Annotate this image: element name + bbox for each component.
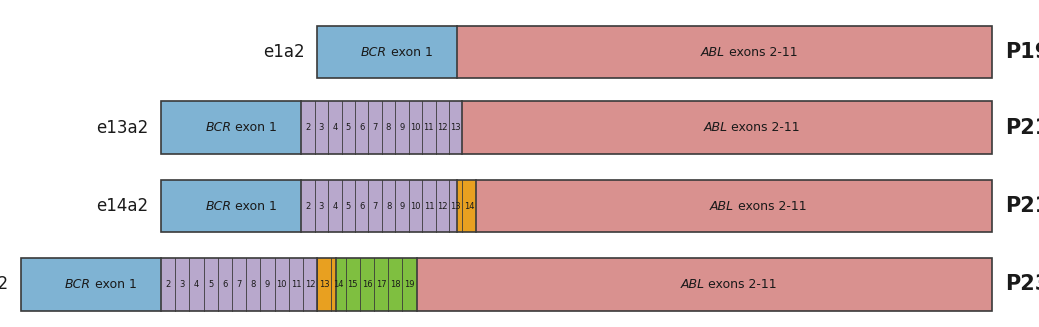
Bar <box>161 180 992 232</box>
Bar <box>457 26 992 78</box>
Bar <box>476 180 992 232</box>
Text: exons 2-11: exons 2-11 <box>704 278 777 291</box>
Text: 8: 8 <box>250 280 256 289</box>
Text: 2: 2 <box>305 201 311 211</box>
Text: exons 2-11: exons 2-11 <box>725 46 797 59</box>
Text: 12: 12 <box>437 123 448 132</box>
Bar <box>21 258 161 311</box>
Text: 12: 12 <box>437 201 448 211</box>
Text: e13a2: e13a2 <box>97 118 149 137</box>
Text: 10: 10 <box>276 280 287 289</box>
Text: 5: 5 <box>346 201 351 211</box>
Bar <box>457 180 476 232</box>
Text: exon 1: exon 1 <box>387 46 433 59</box>
Text: 11: 11 <box>291 280 301 289</box>
Text: exon 1: exon 1 <box>232 199 277 213</box>
Text: BCR: BCR <box>205 199 232 213</box>
Text: 7: 7 <box>372 201 378 211</box>
Bar <box>317 258 336 311</box>
Text: P230: P230 <box>1005 274 1039 295</box>
Text: 14: 14 <box>334 280 344 289</box>
Text: 7: 7 <box>237 280 242 289</box>
Text: 12: 12 <box>304 280 316 289</box>
Text: 13: 13 <box>450 123 461 132</box>
Text: 14: 14 <box>463 201 475 211</box>
Text: 15: 15 <box>347 280 358 289</box>
Text: 8: 8 <box>385 123 392 132</box>
Text: exons 2-11: exons 2-11 <box>727 121 800 134</box>
Bar <box>317 26 457 78</box>
Text: 16: 16 <box>362 280 372 289</box>
Text: exons 2-11: exons 2-11 <box>734 199 806 213</box>
Text: BCR: BCR <box>361 46 387 59</box>
Text: 6: 6 <box>222 280 228 289</box>
Text: 4: 4 <box>194 280 199 289</box>
Bar <box>161 258 317 311</box>
Text: 4: 4 <box>332 123 338 132</box>
Bar <box>417 258 992 311</box>
Bar <box>161 180 301 232</box>
Text: ABL: ABL <box>681 278 704 291</box>
Text: 11: 11 <box>424 201 434 211</box>
Text: 2: 2 <box>165 280 170 289</box>
Text: 19: 19 <box>404 280 415 289</box>
Text: exon 1: exon 1 <box>91 278 137 291</box>
Text: BCR: BCR <box>205 121 232 134</box>
Text: 13: 13 <box>319 280 329 289</box>
Text: 17: 17 <box>376 280 387 289</box>
Text: e1a2: e1a2 <box>263 43 304 61</box>
Text: BCR: BCR <box>64 278 91 291</box>
Text: 2: 2 <box>305 123 311 132</box>
Bar <box>462 101 992 154</box>
Bar <box>21 258 992 311</box>
Bar <box>301 180 457 232</box>
Text: P210: P210 <box>1005 196 1039 216</box>
Text: 3: 3 <box>180 280 185 289</box>
Text: 9: 9 <box>399 123 404 132</box>
Text: 6: 6 <box>359 123 365 132</box>
Text: ABL: ABL <box>710 199 734 213</box>
Text: 8: 8 <box>385 201 392 211</box>
Text: 5: 5 <box>208 280 213 289</box>
Bar <box>336 258 417 311</box>
Text: 10: 10 <box>410 123 421 132</box>
Bar <box>317 26 992 78</box>
Bar <box>161 101 992 154</box>
Text: 7: 7 <box>372 123 378 132</box>
Text: 18: 18 <box>390 280 401 289</box>
Text: 10: 10 <box>410 201 421 211</box>
Text: 9: 9 <box>399 201 404 211</box>
Text: 9: 9 <box>265 280 270 289</box>
Text: 3: 3 <box>319 123 324 132</box>
Text: e14a2: e14a2 <box>97 197 149 215</box>
Text: 6: 6 <box>359 201 365 211</box>
Text: 11: 11 <box>424 123 434 132</box>
Text: 3: 3 <box>319 201 324 211</box>
Text: 4: 4 <box>332 201 338 211</box>
Text: e19a2: e19a2 <box>0 275 8 294</box>
Text: exon 1: exon 1 <box>232 121 277 134</box>
Bar <box>301 101 462 154</box>
Text: ABL: ABL <box>703 121 727 134</box>
Text: 13: 13 <box>451 201 461 211</box>
Text: P190: P190 <box>1005 42 1039 62</box>
Text: ABL: ABL <box>700 46 725 59</box>
Bar <box>161 101 301 154</box>
Text: P210: P210 <box>1005 117 1039 138</box>
Text: 5: 5 <box>346 123 351 132</box>
